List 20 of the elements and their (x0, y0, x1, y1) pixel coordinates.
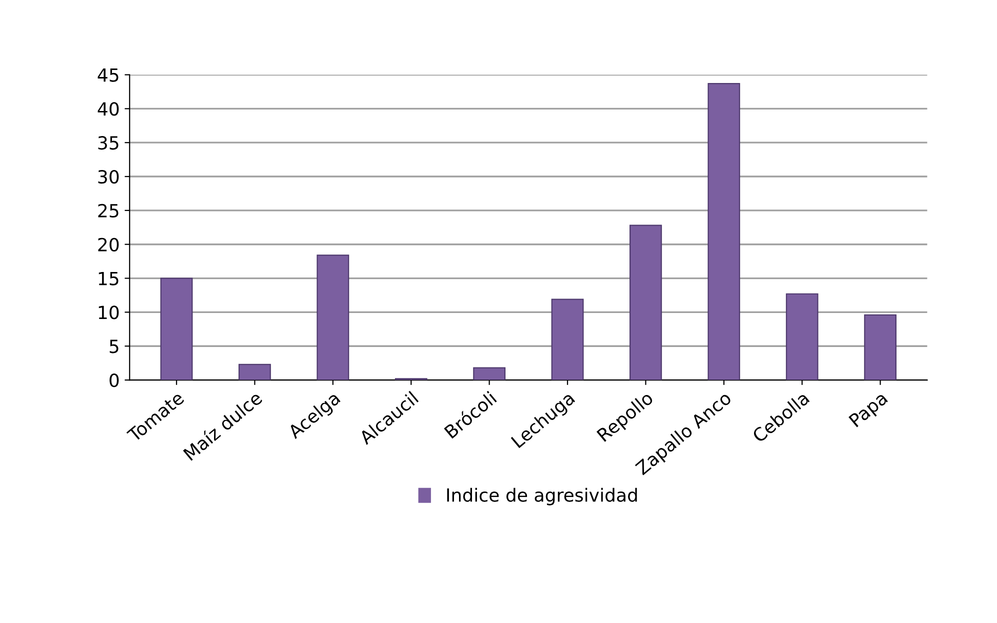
y-tick-label: 40 (98, 102, 119, 116)
bar (160, 278, 193, 380)
bar (864, 314, 896, 380)
y-tick-label: 25 (98, 204, 118, 218)
y-tick-label: 30 (98, 170, 119, 184)
y-tick-label: 15 (98, 272, 118, 286)
bar (630, 224, 662, 380)
bar (238, 364, 271, 380)
bar (551, 298, 584, 380)
bar (316, 254, 350, 380)
y-tick-label: 0 (110, 373, 119, 388)
y-tick-label: 35 (98, 136, 118, 150)
y-tick-label: 45 (98, 68, 118, 82)
legend-label: Indice de agresividad (447, 488, 637, 506)
y-tick-label: 20 (98, 238, 119, 252)
bar (708, 83, 740, 380)
y-tick-label: 5 (110, 340, 118, 354)
y-tick-label: 10 (98, 306, 119, 320)
bar (786, 293, 818, 380)
bar (473, 367, 506, 380)
